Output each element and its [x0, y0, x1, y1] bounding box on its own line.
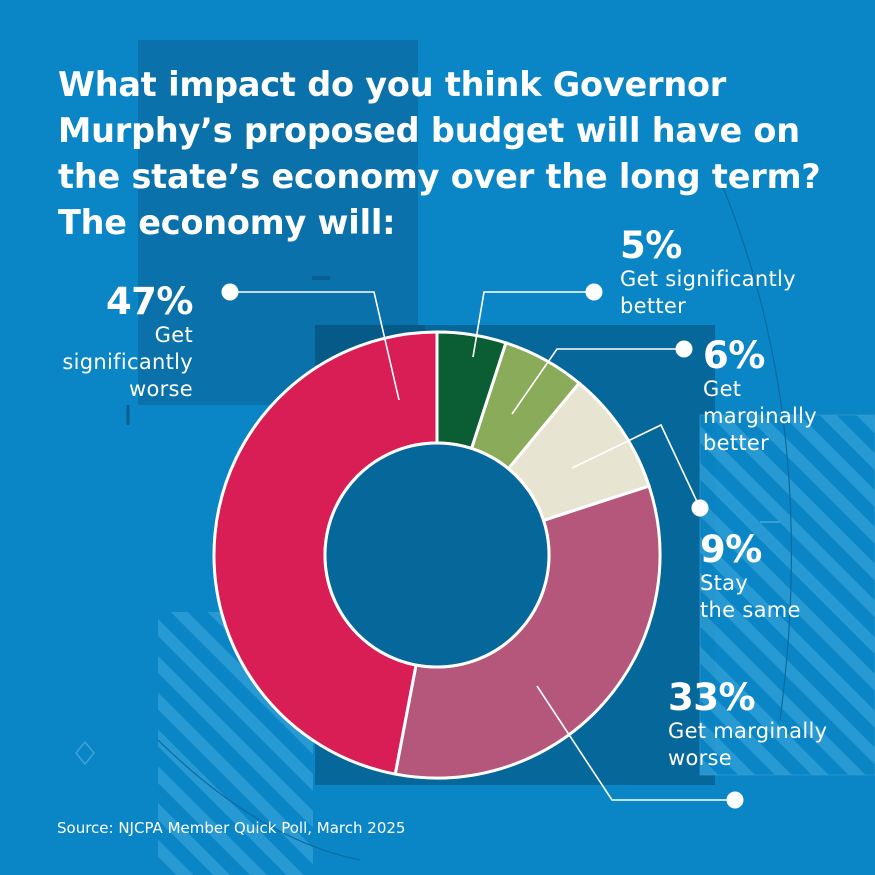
- chart-title: What impact do you think Governor Murphy…: [58, 62, 858, 246]
- slice-description: Get significantly: [620, 267, 796, 291]
- slice-description: the same: [700, 598, 801, 622]
- leader-dot: [726, 791, 744, 809]
- leader-line: [511, 348, 684, 415]
- slice-description: better: [620, 294, 687, 318]
- title-line: What impact do you think Governor: [58, 65, 727, 104]
- slice-percent: 6%: [703, 334, 765, 377]
- slice-description: worse: [668, 746, 733, 770]
- label-get-significantly-better: 5% Get significantly better: [620, 226, 796, 320]
- slice-percent: 9%: [700, 528, 762, 571]
- leader-line: [230, 291, 400, 401]
- label-stay-the-same: 9% Stay the same: [700, 530, 801, 624]
- title-line: the state’s economy over the long term?: [58, 157, 821, 196]
- leader-dot: [585, 283, 603, 301]
- leader-dot: [221, 283, 239, 301]
- slice-percent: 47%: [105, 280, 194, 323]
- leader-line: [571, 423, 701, 509]
- slice-description: Get: [154, 323, 193, 347]
- slice-percent: 5%: [620, 224, 682, 267]
- title-line: The economy will:: [58, 203, 396, 242]
- label-get-marginally-worse: 33% Get marginally worse: [668, 678, 827, 772]
- title-line: Murphy’s proposed budget will have on: [58, 111, 800, 150]
- slice-description: worse: [128, 377, 193, 401]
- label-get-significantly-worse: 47% Get significantly worse: [40, 282, 193, 403]
- slice-description: better: [703, 431, 770, 455]
- slice-description: Stay: [700, 571, 749, 595]
- leader-dot: [691, 499, 709, 517]
- leader-line: [472, 291, 594, 358]
- source-note: Source: NJCPA Member Quick Poll, March 2…: [57, 819, 406, 837]
- label-get-marginally-better: 6% Get marginally better: [703, 336, 817, 457]
- slice-description: Get marginally: [668, 719, 828, 743]
- slice-percent: 33%: [668, 676, 756, 719]
- slice-description: significantly: [62, 350, 193, 374]
- slice-description: marginally: [703, 404, 818, 428]
- leader-line: [536, 685, 735, 801]
- slice-description: Get: [703, 377, 742, 401]
- donut-hole: [323, 441, 551, 669]
- leader-dot: [675, 340, 693, 358]
